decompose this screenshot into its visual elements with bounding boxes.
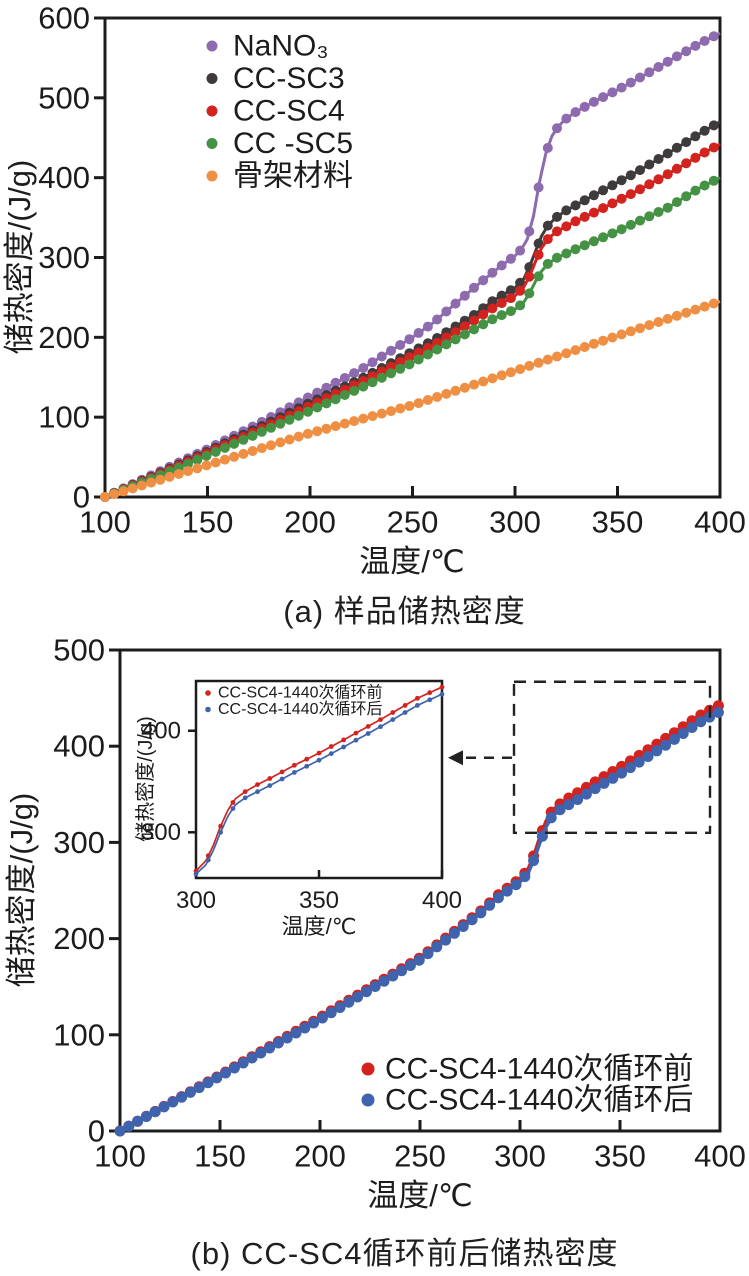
svg-text:温度/℃: 温度/℃: [367, 1178, 472, 1213]
chart-a: 100 150 200 250 300 350 4000100200300400500600…: [2, 1, 746, 580]
svg-text:500: 500: [53, 633, 105, 668]
svg-text:温度/℃: 温度/℃: [282, 914, 357, 939]
svg-text:CC-SC3: CC-SC3: [233, 62, 345, 95]
svg-text:400: 400: [53, 729, 105, 764]
svg-text:300: 300: [489, 504, 541, 539]
axes: [188, 679, 444, 880]
svg-text:200: 200: [284, 504, 336, 539]
svg-text:100: 100: [94, 1138, 146, 1173]
svg-text:NaNO₃: NaNO₃: [233, 30, 329, 63]
svg-text:300: 300: [53, 825, 105, 860]
svg-text:400: 400: [694, 1138, 746, 1173]
axes: [94, 16, 722, 499]
svg-text:400: 400: [422, 887, 462, 914]
svg-text:300: 300: [494, 1138, 546, 1173]
svg-text:500: 500: [38, 80, 90, 115]
svg-text:100: 100: [79, 504, 131, 539]
svg-text:CC-SC4-1440次循环后: CC-SC4-1440次循环后: [385, 1084, 693, 1117]
svg-text:CC-SC4-1440次循环前: CC-SC4-1440次循环前: [218, 684, 383, 702]
svg-text:250: 250: [394, 1138, 446, 1173]
svg-text:200: 200: [38, 320, 90, 355]
series-CC-SC5: [100, 175, 721, 502]
inset-chart: 300 350 400 300 400 温度/℃ 储热密度/(J/g) CC-SC4-1440…: [134, 679, 462, 939]
svg-text:350: 350: [594, 1138, 646, 1173]
svg-text:400: 400: [694, 504, 746, 539]
svg-text:350: 350: [299, 887, 339, 914]
axis-titles: 温度/℃ 储热密度/(J/g): [134, 716, 356, 939]
svg-text:CC-SC4: CC-SC4: [233, 95, 345, 128]
zoom-arrow: [448, 750, 512, 766]
chart-b: 100 150 200 250 300 350 4000100200300400500温度/…: [4, 633, 746, 1214]
svg-text:250: 250: [387, 504, 439, 539]
svg-text:400: 400: [38, 160, 90, 195]
zoom-region-box: [512, 680, 712, 834]
axis-titles: 温度/℃ 储热密度/(J/g): [2, 160, 465, 579]
svg-text:300: 300: [176, 887, 216, 914]
svg-text:CC-SC4-1440次循环后: CC-SC4-1440次循环后: [218, 700, 383, 718]
svg-text:储热密度/(J/g): 储热密度/(J/g): [2, 160, 37, 355]
series-CC-SC4-after-1440-cycles: [193, 691, 445, 877]
svg-text:400: 400: [141, 717, 181, 744]
series-CC-SC4-after-1440-cycles: [114, 706, 724, 1137]
svg-text:200: 200: [294, 1138, 346, 1173]
caption-a: (a) 样品储热密度: [283, 594, 526, 629]
svg-text:CC -SC5: CC -SC5: [233, 127, 353, 160]
svg-text:350: 350: [592, 504, 644, 539]
svg-text:300: 300: [141, 819, 181, 846]
tick-labels: 300 350 400 300 400: [141, 717, 462, 914]
svg-text:0: 0: [88, 1114, 105, 1149]
svg-text:200: 200: [53, 921, 105, 956]
series-CC-SC3: [100, 120, 721, 502]
axis-titles: 温度/℃ 储热密度/(J/g): [4, 793, 473, 1213]
svg-text:CC-SC4-1440次循环前: CC-SC4-1440次循环前: [385, 1053, 693, 1086]
series-NaNO3: [100, 31, 721, 502]
svg-text:骨架材料: 骨架材料: [233, 160, 353, 193]
svg-text:储热密度/(J/g): 储热密度/(J/g): [134, 716, 157, 842]
series-CC-SC4-before-1440-cycles: [193, 684, 445, 874]
svg-text:储热密度/(J/g): 储热密度/(J/g): [4, 793, 39, 988]
svg-text:100: 100: [53, 1017, 105, 1052]
svg-text:温度/℃: 温度/℃: [359, 544, 464, 579]
series-CC-SC4: [100, 142, 721, 502]
svg-text:600: 600: [38, 1, 90, 36]
svg-text:300: 300: [38, 240, 90, 275]
svg-text:150: 150: [194, 1138, 246, 1173]
caption-b: (b) CC-SC4循环前后储热密度: [190, 1236, 619, 1271]
series-skeleton-material: [100, 298, 721, 502]
svg-text:0: 0: [73, 480, 90, 515]
svg-text:100: 100: [38, 400, 90, 435]
svg-text:150: 150: [182, 504, 234, 539]
